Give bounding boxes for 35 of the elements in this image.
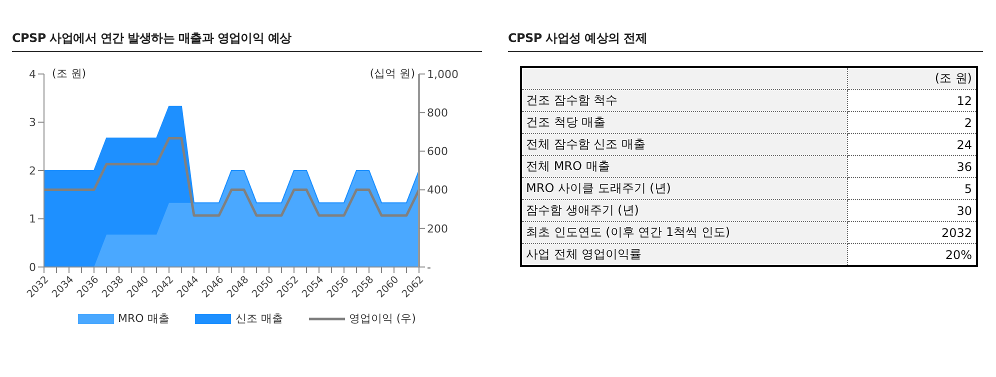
- text: 20%: [945, 248, 972, 262]
- y-tick-label: 0: [29, 260, 36, 274]
- y2-tick-label: 800: [427, 106, 448, 120]
- chart-title: CPSP 사업에서 연간 발생하는 매출과 영업이익 예상: [12, 30, 482, 52]
- category-label: 건조 척당 매출: [521, 112, 848, 134]
- y2-tick-label: 400: [427, 184, 448, 197]
- category-label: 사업 전체 영업이익률: [521, 244, 848, 266]
- text: 5: [964, 182, 972, 196]
- y2-tick-label: 600: [427, 145, 448, 158]
- legend-label: 영업이익 (우): [348, 311, 416, 326]
- y-tick-label: 1: [29, 212, 36, 226]
- text: (조 원): [848, 67, 977, 90]
- category-label: 전체 잠수함 신조 매출: [521, 134, 848, 156]
- text: 30: [956, 204, 972, 218]
- text: CPSP 사업성 예상의 전제: [508, 30, 983, 52]
- legend-label: MRO 매출: [118, 311, 170, 326]
- text: 24: [956, 138, 972, 152]
- text: 2032: [941, 226, 972, 240]
- category-label: 잠수함 생애주기 (년): [521, 200, 848, 222]
- text: 2: [964, 116, 972, 130]
- y-axis-title: (조 원): [52, 66, 86, 81]
- text: 12: [956, 94, 972, 108]
- y2-tick-label: -: [427, 260, 431, 274]
- y-tick-label: 4: [29, 68, 36, 81]
- text: 36: [956, 160, 972, 174]
- y-tick-label: 3: [29, 116, 36, 130]
- y-tick-label: 2: [29, 164, 36, 178]
- y2-tick-label: 1,000: [427, 68, 458, 81]
- y2-axis-title: (십억 원): [370, 66, 415, 81]
- category-label: 최초 인도연도 (이후 연간 1척씩 인도): [521, 222, 848, 244]
- category-label: 건조 잠수함 척수: [521, 90, 848, 112]
- y2-tick-label: 200: [427, 222, 448, 236]
- legend-label: 신조 매출: [235, 311, 283, 326]
- category-label: 전체 MRO 매출: [521, 156, 848, 178]
- category-label: MRO 사이클 도래주기 (년): [521, 178, 848, 200]
